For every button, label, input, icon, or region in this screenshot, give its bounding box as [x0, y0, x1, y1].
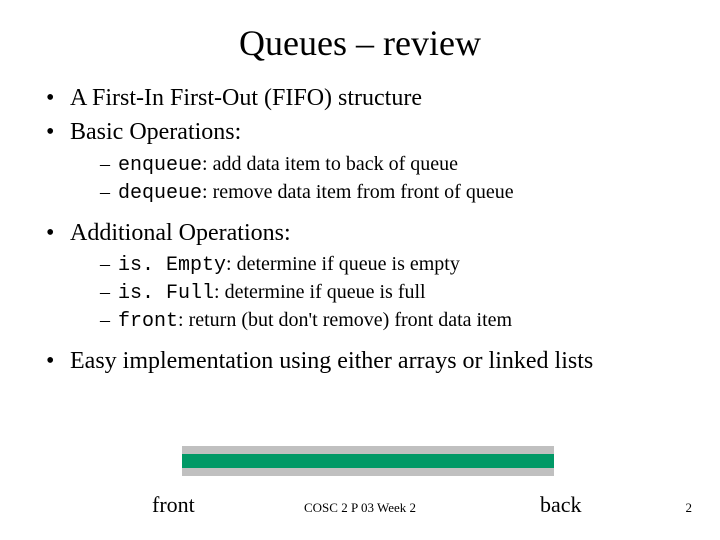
sub-bullet-group: enqueue: add data item to back of queue …	[42, 151, 700, 207]
back-label: back	[540, 492, 582, 518]
bullet-text: : remove data item from front of queue	[202, 181, 514, 203]
bullet-text: : determine if queue is full	[214, 281, 426, 303]
bullet-item: A First-In First-Out (FIFO) structure	[42, 82, 700, 114]
bullet-item: Easy implementation using either arrays …	[42, 345, 700, 377]
diagram-border-bottom	[182, 468, 554, 476]
course-label: COSC 2 P 03 Week 2	[0, 500, 720, 516]
page-number: 2	[686, 500, 693, 516]
sub-bullet-item: dequeue: remove data item from front of …	[100, 179, 700, 207]
slide-content: A First-In First-Out (FIFO) structure Ba…	[0, 82, 720, 378]
bullet-text: : return (but don't remove) front data i…	[178, 309, 512, 331]
slide-footer: front COSC 2 P 03 Week 2 back 2	[0, 494, 720, 518]
bullet-item: Basic Operations:	[42, 116, 700, 148]
bullet-text: : determine if queue is empty	[226, 253, 460, 275]
diagram-border-top	[182, 446, 554, 454]
code-term: enqueue	[118, 154, 202, 177]
code-term: is. Empty	[118, 254, 226, 277]
sub-bullet-item: enqueue: add data item to back of queue	[100, 151, 700, 179]
sub-bullet-item: front: return (but don't remove) front d…	[100, 307, 700, 335]
slide-title: Queues – review	[0, 0, 720, 82]
sub-bullet-item: is. Empty: determine if queue is empty	[100, 251, 700, 279]
sub-bullet-group: is. Empty: determine if queue is empty i…	[42, 251, 700, 335]
code-term: front	[118, 310, 178, 333]
sub-bullet-item: is. Full: determine if queue is full	[100, 279, 700, 307]
diagram-fill	[182, 454, 554, 468]
queue-diagram	[182, 446, 554, 476]
code-term: dequeue	[118, 182, 202, 205]
code-term: is. Full	[118, 282, 214, 305]
bullet-item: Additional Operations:	[42, 217, 700, 249]
bullet-text: : add data item to back of queue	[202, 153, 458, 175]
